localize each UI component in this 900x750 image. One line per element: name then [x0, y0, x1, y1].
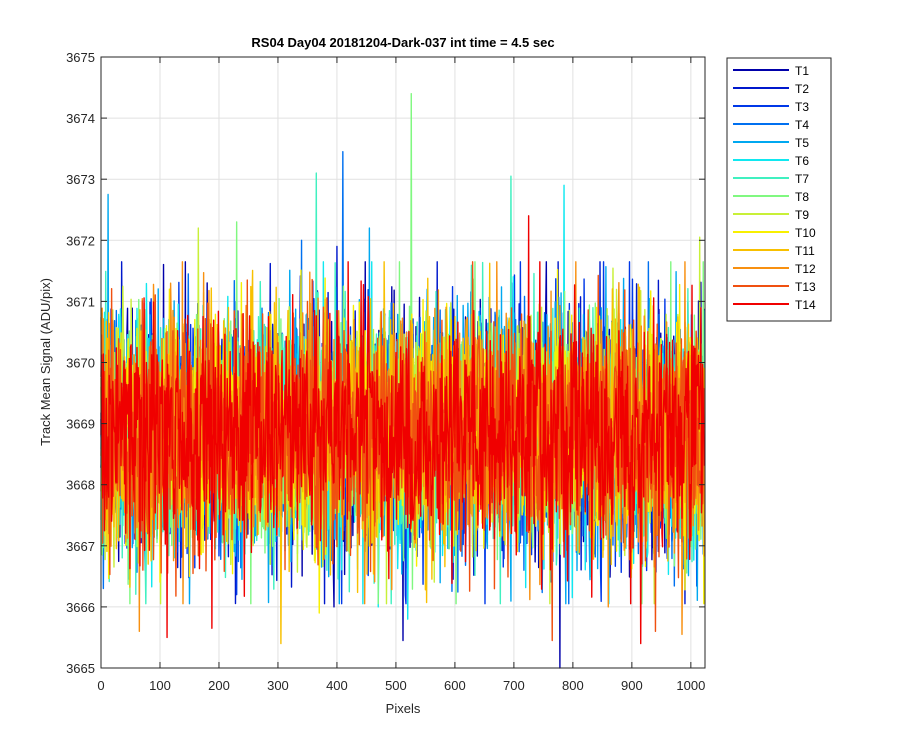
y-tick-label: 3667: [66, 539, 95, 554]
legend-label: T12: [795, 262, 816, 276]
legend-label: T2: [795, 82, 809, 96]
legend-label: T14: [795, 298, 816, 312]
x-tick-label: 300: [267, 678, 289, 693]
y-tick-label: 3674: [66, 111, 95, 126]
y-tick-label: 3673: [66, 172, 95, 187]
y-tick-label: 3665: [66, 661, 95, 676]
x-tick-label: 400: [326, 678, 348, 693]
x-axis-label: Pixels: [386, 701, 421, 716]
x-tick-label: 700: [503, 678, 525, 693]
y-tick-label: 3669: [66, 417, 95, 432]
legend-label: T4: [795, 118, 809, 132]
x-tick-label: 600: [444, 678, 466, 693]
y-tick-label: 3670: [66, 356, 95, 371]
series-line-t14: [100, 215, 706, 645]
x-tick-label: 900: [621, 678, 643, 693]
legend-label: T5: [795, 136, 809, 150]
x-tick-label: 100: [149, 678, 171, 693]
y-tick-label: 3675: [66, 50, 95, 65]
chart-title: RS04 Day04 20181204-Dark-037 int time = …: [251, 35, 554, 50]
legend-label: T1: [795, 64, 809, 78]
y-tick-label: 3666: [66, 600, 95, 615]
y-tick-label: 3671: [66, 294, 95, 309]
legend-label: T9: [795, 208, 809, 222]
x-tick-label: 200: [208, 678, 230, 693]
x-tick-label: 800: [562, 678, 584, 693]
x-tick-label: 1000: [676, 678, 705, 693]
y-tick-label: 3668: [66, 478, 95, 493]
legend-label: T6: [795, 154, 809, 168]
legend-label: T13: [795, 280, 816, 294]
legend-label: T8: [795, 190, 809, 204]
legend: T1 T2 T3 T4 T5 T6 T7 T8 T9 T10 T11 T12 T13 T14: [726, 57, 832, 322]
y-axis-label: Track Mean Signal (ADU/pix): [38, 278, 53, 446]
legend-label: T10: [795, 226, 816, 240]
x-tick-label: 500: [385, 678, 407, 693]
legend-label: T7: [795, 172, 809, 186]
x-tick-label: 0: [97, 678, 104, 693]
legend-box: [726, 57, 832, 322]
legend-label: T11: [795, 244, 815, 258]
y-tick-label: 3672: [66, 233, 95, 248]
plot-area: [100, 92, 706, 669]
legend-label: T3: [795, 100, 809, 114]
axes: 0 100 200 300 400 500 600 700 800 900 1000 3665 3666…: [66, 50, 706, 693]
